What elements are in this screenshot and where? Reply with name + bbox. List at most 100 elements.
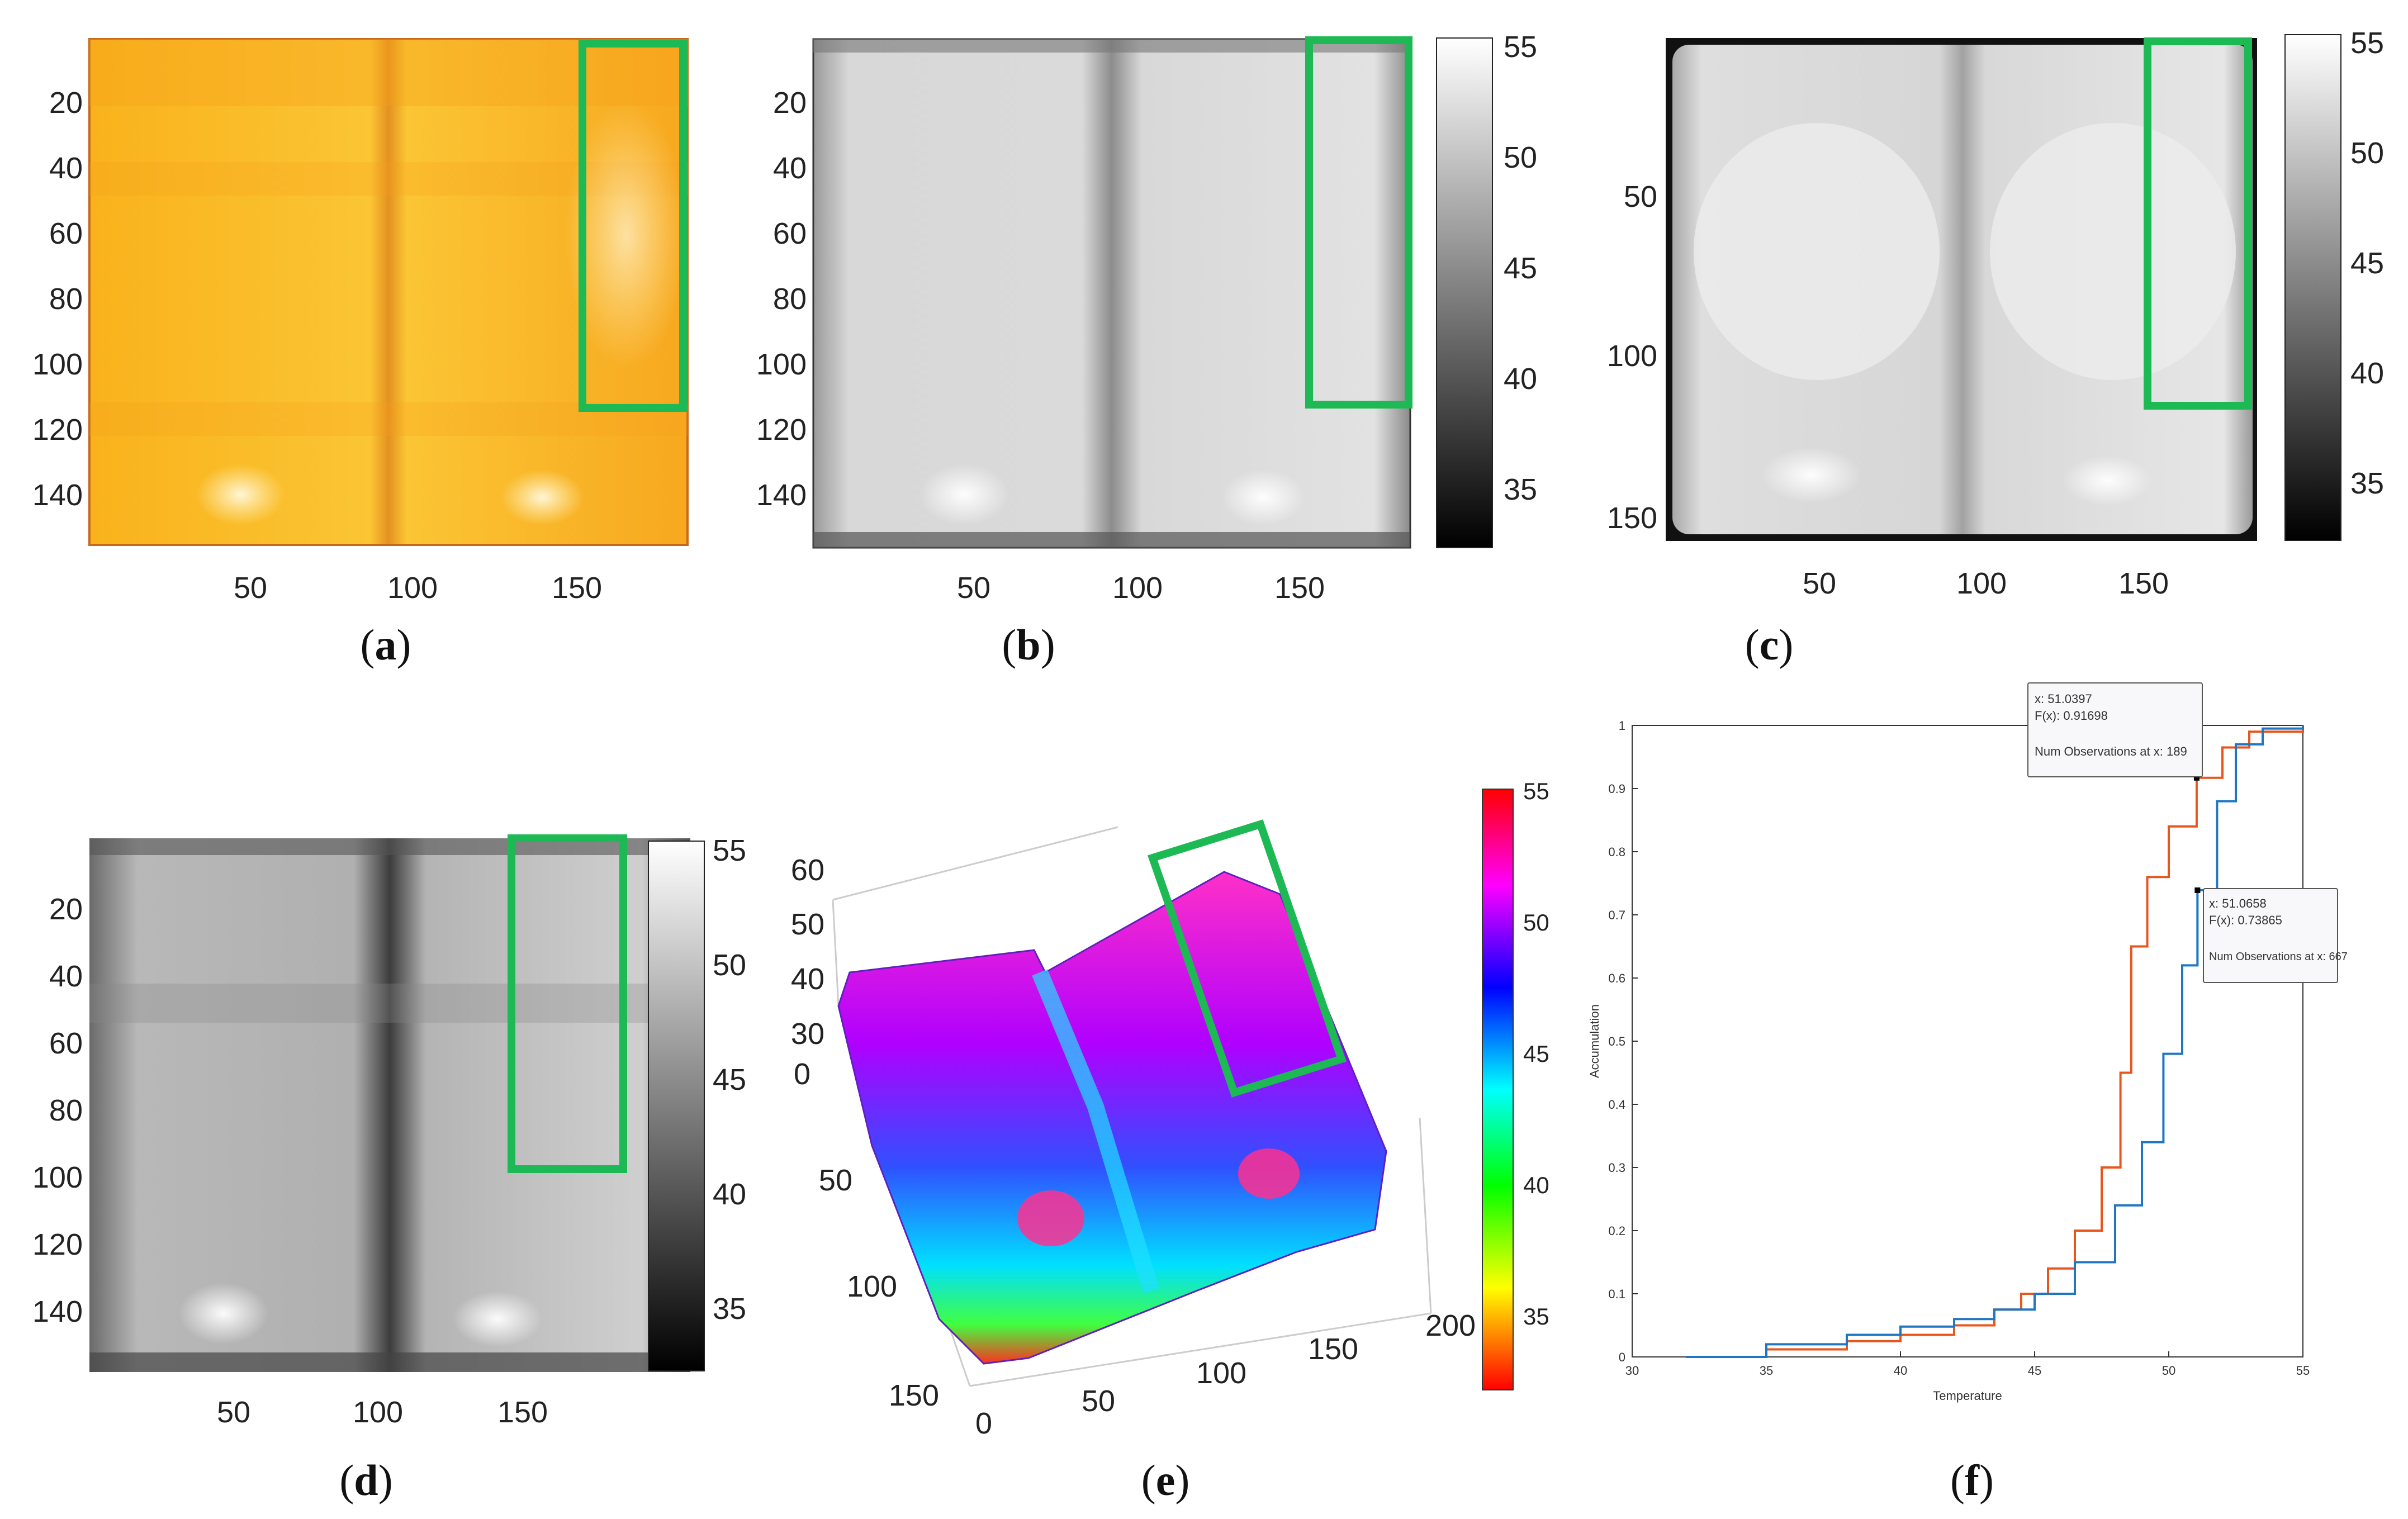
x-tick: 50	[217, 1395, 250, 1429]
colorbar-ticks-c: 55 50 45 40 35	[2350, 26, 2384, 500]
y-tick: 80	[49, 1094, 83, 1127]
y-tick: 120	[32, 1228, 83, 1261]
x-tick: 0	[975, 1407, 992, 1440]
colorbar-tick: 50	[1504, 141, 1537, 174]
y-tick: 80	[773, 282, 807, 316]
y-tick: 60	[49, 217, 83, 250]
caption-f: (f)	[1950, 1456, 1994, 1504]
colorbar-tick: 45	[1523, 1041, 1549, 1067]
y-tick: 40	[773, 151, 807, 185]
heatmap-c-hotspot	[1761, 447, 1861, 503]
panel-e: 60 50 40 30 0 50 100 150 0 50 100 150 20…	[791, 778, 1549, 1504]
surface-bump	[1017, 1190, 1084, 1246]
colorbar-ticks-d: 55 50 45 40 35	[713, 834, 746, 1326]
panel-d: 55 50 45 40 35 20 40 60 80 100 120 140 5…	[32, 834, 746, 1504]
z-tick: 50	[791, 908, 824, 941]
series-f	[1686, 725, 2304, 1358]
y-tick: 150	[889, 1379, 939, 1412]
datatip-n: Num Observations at x: 667	[2209, 951, 2348, 963]
heatmap-a-hotspot	[565, 101, 688, 369]
datatip-1: x: 51.0397 F(x): 0.91698 Num Observation…	[2027, 682, 2203, 777]
highlight-box-e	[1148, 819, 1347, 1098]
heatmap-d-band	[89, 984, 690, 1023]
y-tick: 0	[794, 1057, 810, 1091]
y-tick: 100	[1607, 339, 1657, 373]
datatip-x: x: 51.0397	[2035, 692, 2092, 706]
x-ticks-d: 50 100 150	[217, 1395, 548, 1429]
y-tick: 0.8	[1608, 845, 1625, 859]
heatmap-d-hotspot	[453, 1291, 542, 1347]
surface-ridge	[1032, 969, 1160, 1294]
colorbar-tick: 40	[2350, 357, 2384, 390]
y-tick: 40	[49, 960, 83, 993]
x-tick: 50	[2162, 1364, 2175, 1378]
x-tick: 150	[552, 571, 602, 605]
y-tick: 100	[756, 348, 807, 381]
y-tick: 20	[49, 86, 83, 120]
datatip-marker	[2194, 887, 2201, 893]
panel-a: 20 40 60 80 100 120 140 50 100 150 (a)	[32, 38, 689, 669]
x-tick: 100	[1196, 1356, 1246, 1390]
highlight-box-b	[1305, 36, 1412, 409]
plot-area-f	[1632, 725, 2303, 1357]
y-tick: 50	[819, 1164, 852, 1197]
y-tick: 100	[847, 1270, 897, 1303]
y-tick: 100	[32, 1161, 83, 1194]
caption-a: (a)	[361, 620, 411, 669]
z-tick: 60	[791, 853, 824, 887]
colorbar-tick: 50	[713, 948, 746, 982]
datatip-marker	[2193, 775, 2200, 781]
heatmap-b-hotspot	[919, 464, 1009, 525]
panel-c: 55 50 45 40 35 50 100 150 50 100 150 (c)	[1607, 26, 2384, 669]
y-tick: 0.1	[1608, 1287, 1625, 1301]
y-tick: 140	[32, 1295, 83, 1328]
y-tick: 150	[1607, 501, 1657, 535]
datatip-x: x: 51.0658	[2209, 896, 2267, 910]
x-tick: 50	[1082, 1384, 1115, 1418]
y-tick: 120	[756, 413, 807, 447]
heatmap-c-region	[1694, 123, 1940, 380]
colorbar-tick: 50	[1523, 909, 1549, 936]
x-tick: 150	[1308, 1332, 1358, 1366]
y-tick: 0.2	[1608, 1224, 1625, 1238]
x-ticks-c: 50 100 150	[1803, 567, 2169, 600]
x-tick: 150	[1274, 571, 1325, 605]
colorbar-tick: 55	[1523, 778, 1549, 804]
panel-b: 55 50 45 40 35 20 40 60 80 100 120 140 5…	[756, 30, 1537, 669]
heatmap-b-hotspot	[1221, 469, 1305, 525]
x-ticks-e: 0 50 100 150 200	[975, 1309, 1476, 1440]
x-tick: 200	[1425, 1309, 1476, 1342]
y-tick: 50	[1624, 180, 1657, 213]
y-tick: 0.3	[1608, 1161, 1625, 1175]
colorbar-tick: 35	[1504, 473, 1537, 506]
x-tick: 100	[353, 1395, 403, 1429]
heatmap-d-shade	[89, 1352, 690, 1372]
heatmap-d-hotspot	[179, 1283, 268, 1344]
heatmap-b	[812, 38, 1411, 549]
heatmap-c-region	[1990, 123, 2236, 380]
colorbar-tick: 55	[2350, 26, 2384, 60]
heatmap-a-hotspot	[500, 469, 584, 525]
colorbar-tick: 40	[1504, 362, 1537, 396]
y-tick: 0.5	[1608, 1034, 1625, 1048]
datatip-box	[2027, 682, 2203, 777]
y-ticks-c: 50 100 150	[1607, 180, 1657, 535]
y-tick: 60	[773, 217, 807, 250]
y-ticks-f: 0 0.1 0.2 0.3 0.4 0.5 0.6 0.7 0.8 0.9 1	[1608, 719, 1638, 1364]
colorbar-tick: 45	[1504, 251, 1537, 285]
datatip-f: F(x): 0.91698	[2035, 709, 2108, 723]
colorbar-tick: 45	[713, 1063, 746, 1096]
x-tick: 100	[387, 571, 438, 605]
x-tick: 50	[234, 571, 267, 605]
colorbar-tick: 35	[713, 1292, 746, 1326]
colorbar-e	[1482, 789, 1514, 1390]
x-tick: 55	[2296, 1364, 2310, 1378]
cdf-line-blue	[1686, 725, 2304, 1358]
caption-b: (b)	[1002, 620, 1055, 669]
caption-e: (e)	[1141, 1456, 1190, 1504]
y-tick: 20	[773, 86, 807, 120]
surface-plot	[837, 871, 1387, 1365]
y-tick: 0.9	[1608, 782, 1625, 796]
caption-c: (c)	[1745, 620, 1794, 669]
